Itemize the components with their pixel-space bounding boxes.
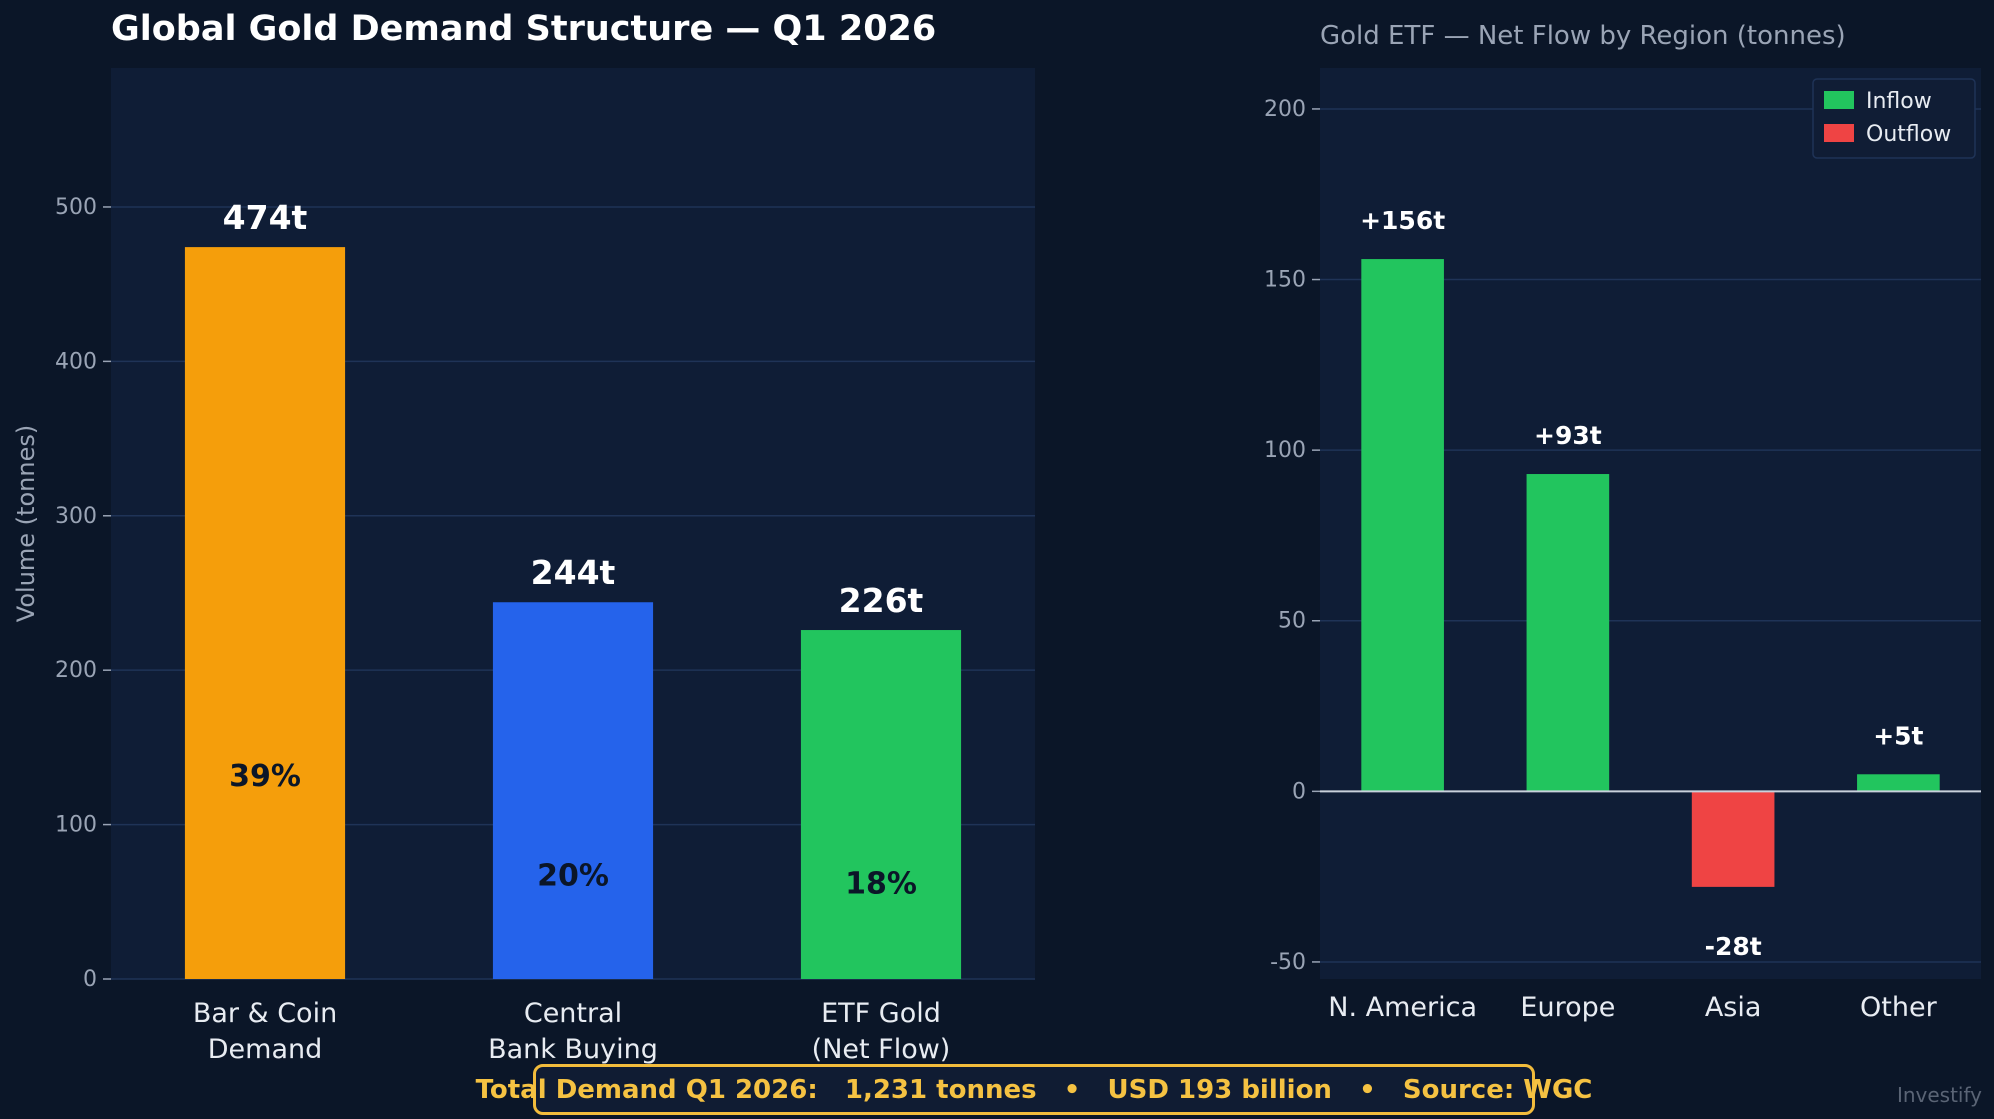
etf-y-tick-label: 200 — [1264, 97, 1306, 122]
etf-value-label: +93t — [1534, 421, 1602, 450]
etf-flow-chart: -50 0 50 100 150 200 +156t N. America +93t Europe… — [1264, 21, 1981, 1023]
demand-x-tick-label: Bar & Coin — [193, 998, 337, 1029]
demand-x-tick-label: Bank Buying — [488, 1034, 658, 1065]
etf-y-tick-label: 0 — [1292, 779, 1306, 804]
demand-value-label: 226t — [839, 581, 924, 620]
demand-x-tick-label: Central — [524, 998, 622, 1029]
watermark: Investify — [1896, 1083, 1982, 1107]
demand-y-tick-label: 300 — [55, 504, 97, 529]
etf-value-label: -28t — [1705, 932, 1762, 961]
demand-y-tick-label: 0 — [83, 967, 97, 992]
etf-legend-swatch — [1824, 124, 1854, 142]
demand-share-label: 18% — [845, 866, 917, 901]
etf-value-label: +5t — [1873, 721, 1923, 750]
etf-chart-title: Gold ETF — Net Flow by Region (tonnes) — [1320, 21, 1846, 51]
etf-legend-swatch — [1824, 91, 1854, 109]
demand-y-tick-label: 400 — [55, 349, 97, 374]
etf-y-tick-label: -50 — [1270, 950, 1306, 975]
etf-legend-label: Outflow — [1866, 122, 1951, 147]
demand-bar — [184, 247, 346, 979]
demand-share-label: 20% — [537, 859, 609, 894]
demand-x-tick-label: Demand — [208, 1034, 323, 1065]
etf-x-tick-label: Other — [1860, 992, 1938, 1023]
total-demand-banner: Total Demand Q1 2026: 1,231 tonnes • USD… — [476, 1064, 1592, 1115]
demand-chart: 0 100 200 300 400 500 474t 39% Bar & Coin Demand 2… — [12, 9, 1035, 1065]
etf-flow-bar — [1361, 259, 1444, 792]
etf-legend: Inflow Outflow — [1812, 78, 1976, 159]
etf-flow-bar — [1526, 474, 1610, 792]
demand-y-tick-label: 500 — [55, 195, 97, 220]
demand-y-tick-label: 200 — [55, 658, 97, 683]
etf-y-tick-label: 150 — [1264, 268, 1306, 293]
etf-flow-bar — [1691, 791, 1775, 887]
demand-bar — [492, 602, 654, 979]
etf-flow-bar — [1857, 774, 1940, 792]
demand-chart-title: Global Gold Demand Structure — Q1 2026 — [111, 9, 936, 49]
demand-x-tick-label: ETF Gold — [821, 998, 941, 1029]
demand-value-label: 244t — [531, 553, 616, 592]
etf-x-tick-label: Europe — [1520, 992, 1615, 1023]
etf-x-tick-label: Asia — [1705, 992, 1762, 1023]
etf-y-tick-label: 50 — [1278, 609, 1306, 634]
demand-x-tick-label: (Net Flow) — [812, 1034, 951, 1065]
etf-value-label: +156t — [1360, 206, 1445, 235]
etf-legend-label: Inflow — [1866, 89, 1932, 114]
etf-y-tick-label: 100 — [1264, 438, 1306, 463]
demand-y-axis-label: Volume (tonnes) — [12, 425, 40, 622]
demand-bar — [800, 630, 962, 979]
demand-y-tick-label: 100 — [55, 813, 97, 838]
demand-value-label: 474t — [223, 198, 308, 237]
demand-share-label: 39% — [229, 759, 301, 794]
etf-x-tick-label: N. America — [1328, 992, 1477, 1023]
